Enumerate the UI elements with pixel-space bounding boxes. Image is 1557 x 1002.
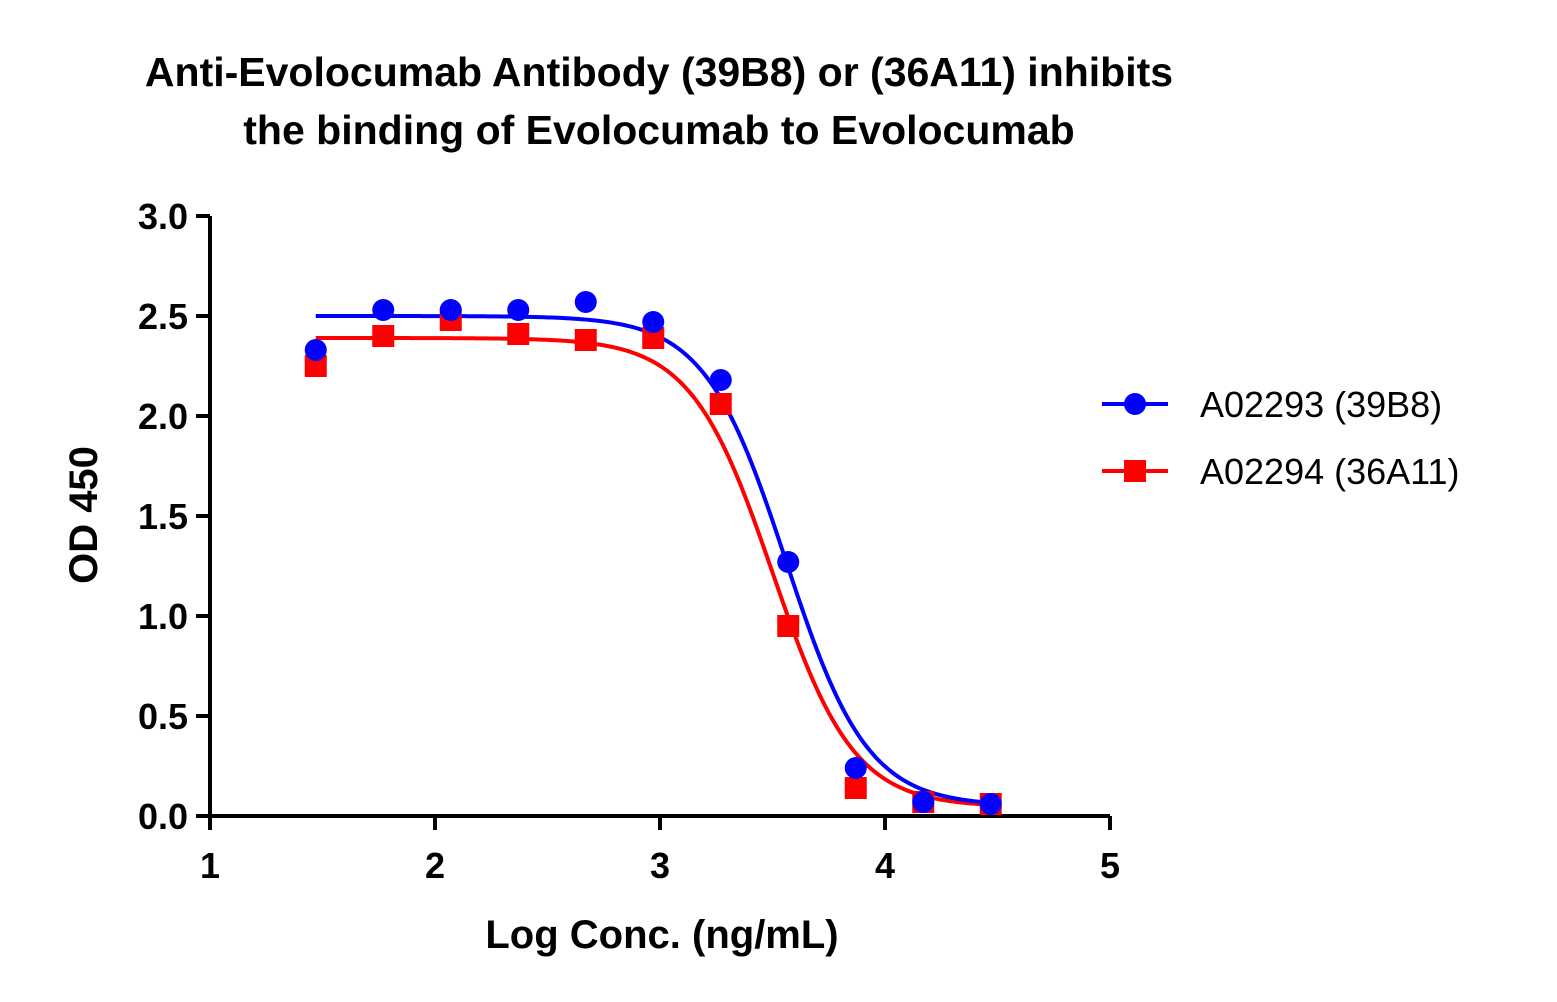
data-point — [304, 339, 327, 361]
series-fit-line — [315, 314, 991, 805]
plot-area — [304, 291, 1002, 815]
y-axis: 0.0 0.5 1.0 1.5 2.0 2.5 3.0 — [138, 196, 212, 837]
legend-marker — [1124, 460, 1146, 482]
chart-title-line-1: Anti-Evolocumab Antibody (39B8) or (36A1… — [145, 49, 1173, 95]
data-point — [372, 299, 395, 321]
x-tick-label: 1 — [200, 845, 220, 886]
legend: A02293 (39B8) A02294 (36A11) — [1102, 384, 1460, 492]
data-point — [777, 615, 800, 637]
data-point — [507, 323, 530, 345]
chart-title: Anti-Evolocumab Antibody (39B8) or (36A1… — [145, 49, 1173, 153]
data-point — [979, 793, 1002, 815]
legend-marker — [1124, 393, 1146, 415]
y-tick-label: 0.0 — [138, 796, 188, 837]
data-point — [574, 291, 597, 313]
data-point — [709, 369, 732, 391]
data-point — [507, 299, 530, 321]
data-point — [372, 325, 395, 347]
data-point — [642, 327, 665, 349]
x-tick-label: 3 — [650, 845, 670, 886]
chart-title-line-2: the binding of Evolocumab to Evolocumab — [243, 107, 1074, 153]
y-axis-title: OD 450 — [62, 446, 106, 584]
x-axis-title: Log Conc. (ng/mL) — [485, 913, 838, 957]
data-point — [439, 299, 462, 321]
y-tick-label: 0.5 — [138, 696, 188, 737]
x-tick-label: 5 — [1100, 845, 1120, 886]
legend-label: A02294 (36A11) — [1200, 451, 1460, 492]
data-point — [844, 777, 867, 799]
data-point — [709, 393, 732, 415]
series-fit-line — [315, 336, 991, 807]
y-tick-label: 1.5 — [138, 496, 188, 537]
legend-item: A02293 (39B8) — [1102, 384, 1442, 425]
data-point — [642, 311, 665, 333]
y-tick-label: 3.0 — [138, 196, 188, 237]
data-point — [912, 791, 935, 813]
y-tick-label: 2.5 — [138, 296, 188, 337]
y-tick-label: 2.0 — [138, 396, 188, 437]
data-point — [777, 551, 800, 573]
legend-label: A02293 (39B8) — [1200, 384, 1442, 425]
x-tick-label: 2 — [425, 845, 445, 886]
x-axis: 1 2 3 4 5 — [200, 814, 1120, 886]
data-point — [844, 757, 867, 779]
y-tick-label: 1.0 — [138, 596, 188, 637]
legend-item: A02294 (36A11) — [1102, 451, 1460, 492]
data-point — [304, 355, 327, 377]
x-tick-label: 4 — [875, 845, 895, 886]
data-point — [574, 329, 597, 351]
